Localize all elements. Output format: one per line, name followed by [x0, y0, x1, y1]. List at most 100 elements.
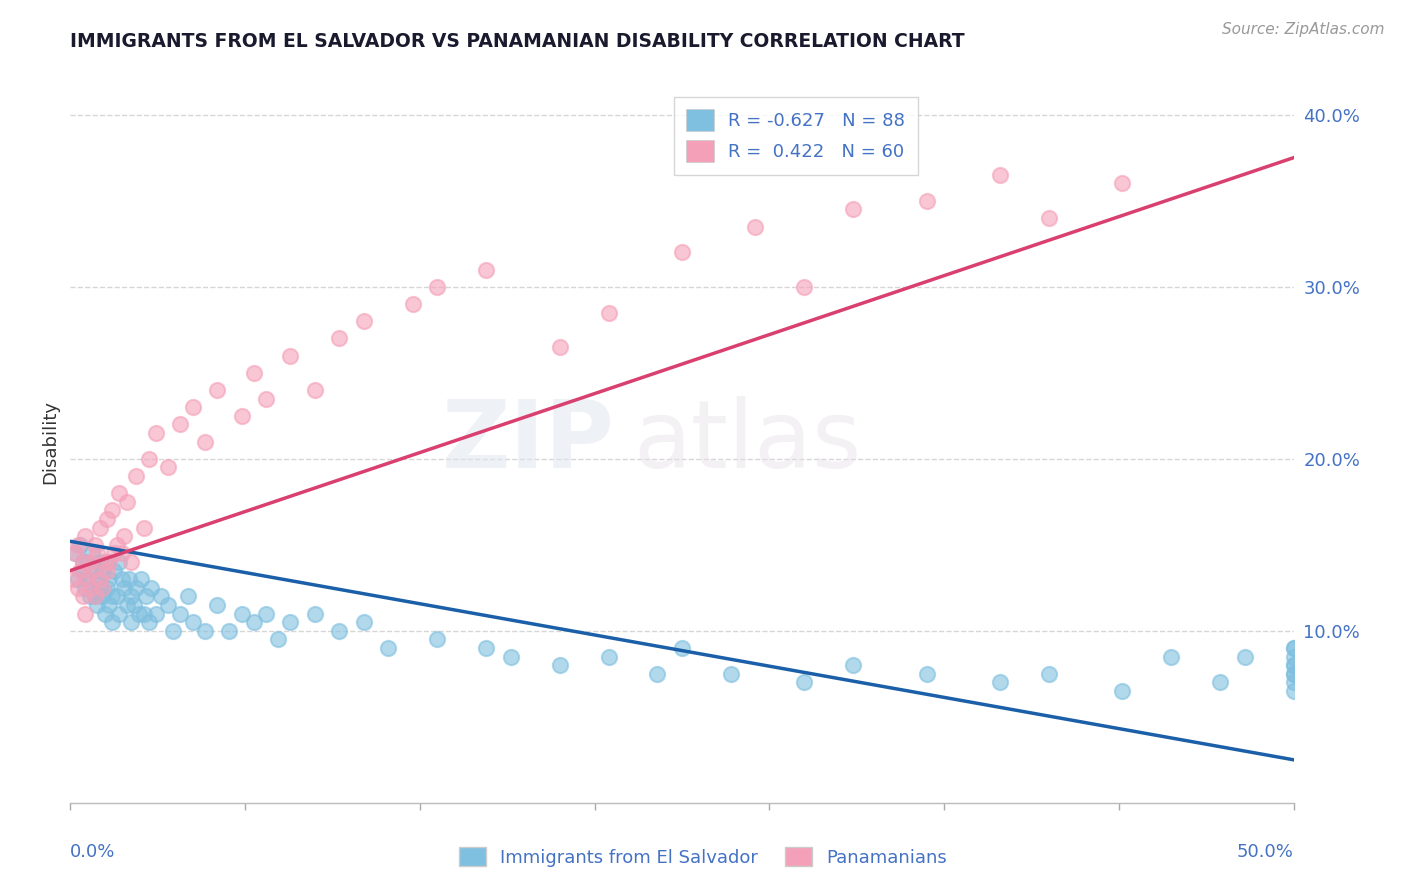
Point [108, 486, 131, 500]
Text: atlas: atlas [633, 395, 862, 488]
Point [98, 555, 121, 569]
Point [1282, 666, 1305, 681]
Point [76, 572, 98, 586]
Point [98, 598, 121, 612]
Point [108, 607, 131, 621]
Point [842, 202, 865, 217]
Point [499, 649, 522, 664]
Point [86, 598, 108, 612]
Point [1282, 658, 1305, 673]
Point [267, 632, 290, 647]
Point [72, 555, 94, 569]
Point [101, 590, 124, 604]
Point [101, 503, 124, 517]
Point [89, 520, 111, 534]
Point [96, 512, 118, 526]
Point [69, 564, 91, 578]
Point [132, 607, 155, 621]
Point [98, 572, 121, 586]
Point [83, 590, 105, 604]
Point [83, 564, 105, 578]
Point [218, 624, 240, 638]
Text: 0.0%: 0.0% [70, 843, 115, 861]
Point [1282, 640, 1305, 655]
Point [79, 590, 101, 604]
Point [103, 564, 125, 578]
Point [125, 581, 148, 595]
Point [132, 520, 155, 534]
Point [128, 607, 150, 621]
Point [548, 658, 571, 673]
Point [103, 546, 125, 560]
Point [121, 590, 143, 604]
Point [304, 607, 326, 621]
Point [205, 383, 228, 397]
Point [1209, 675, 1232, 690]
Point [426, 632, 449, 647]
Point [73, 607, 96, 621]
Point [280, 349, 302, 363]
Point [86, 572, 108, 586]
Point [89, 555, 111, 569]
Point [111, 572, 134, 586]
Point [243, 366, 266, 380]
Point [105, 538, 128, 552]
Point [205, 598, 228, 612]
Point [1111, 684, 1133, 698]
Point [63, 546, 86, 560]
Point [76, 572, 98, 586]
Point [353, 314, 375, 328]
Point [139, 581, 162, 595]
Point [125, 469, 148, 483]
Point [254, 392, 277, 406]
Point [1038, 666, 1060, 681]
Point [72, 564, 94, 578]
Point [96, 581, 118, 595]
Point [328, 624, 350, 638]
Point [1111, 177, 1133, 191]
Legend: Immigrants from El Salvador, Panamanians: Immigrants from El Salvador, Panamanians [451, 840, 955, 874]
Point [83, 538, 105, 552]
Point [915, 666, 938, 681]
Point [181, 615, 204, 630]
Point [157, 598, 180, 612]
Point [93, 555, 115, 569]
Legend: R = -0.627   N = 88, R =  0.422   N = 60: R = -0.627 N = 88, R = 0.422 N = 60 [673, 96, 918, 175]
Point [69, 538, 91, 552]
Point [76, 555, 98, 569]
Point [169, 417, 191, 432]
Point [82, 564, 104, 578]
Point [63, 546, 86, 560]
Point [138, 451, 160, 466]
Point [328, 331, 350, 345]
Point [83, 590, 105, 604]
Point [744, 219, 766, 234]
Point [108, 555, 131, 569]
Point [149, 590, 172, 604]
Point [138, 615, 160, 630]
Point [93, 607, 115, 621]
Point [720, 666, 742, 681]
Point [194, 434, 217, 449]
Point [1282, 658, 1305, 673]
Point [1282, 675, 1305, 690]
Point [129, 572, 152, 586]
Point [647, 666, 669, 681]
Point [671, 640, 693, 655]
Point [475, 640, 498, 655]
Point [988, 168, 1011, 182]
Point [72, 590, 94, 604]
Point [243, 615, 266, 630]
Point [89, 572, 111, 586]
Point [162, 624, 184, 638]
Point [121, 615, 143, 630]
Point [231, 607, 253, 621]
Point [169, 607, 191, 621]
Point [1233, 649, 1256, 664]
Point [988, 675, 1011, 690]
Point [66, 572, 89, 586]
Point [66, 581, 89, 595]
Point [1160, 649, 1182, 664]
Point [231, 409, 253, 423]
Point [671, 245, 693, 260]
